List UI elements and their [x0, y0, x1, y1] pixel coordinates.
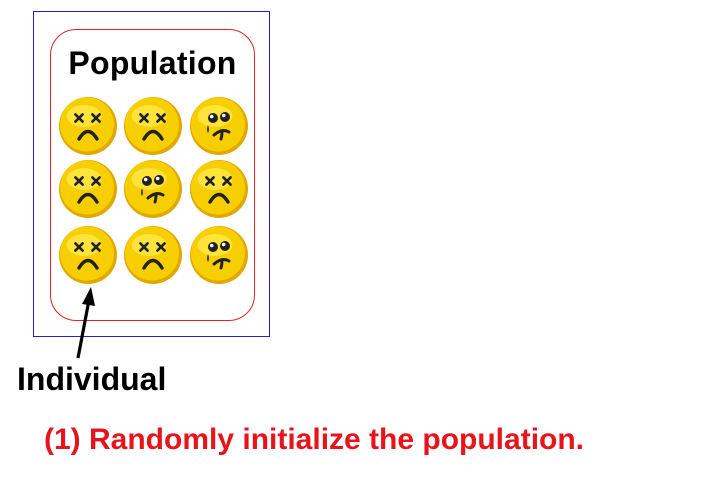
arrow-shaft — [76, 299, 91, 359]
dizzy-face-icon — [59, 160, 117, 218]
dizzy-face-icon — [124, 226, 182, 284]
dizzy-face-icon — [190, 160, 248, 218]
population-container — [50, 29, 255, 321]
individual-label: Individual — [17, 361, 167, 397]
dizzy-face-icon — [124, 97, 182, 155]
confused-face-icon — [190, 226, 248, 284]
confused-face-icon — [190, 97, 248, 155]
outer-frame — [33, 11, 270, 337]
population-title: Population — [68, 45, 237, 81]
dizzy-face-icon — [59, 226, 117, 284]
dizzy-face-icon — [59, 97, 117, 155]
arrow-head — [82, 287, 95, 306]
confused-face-icon — [124, 160, 182, 218]
step-caption: (1) Randomly initialize the population. — [44, 423, 585, 456]
